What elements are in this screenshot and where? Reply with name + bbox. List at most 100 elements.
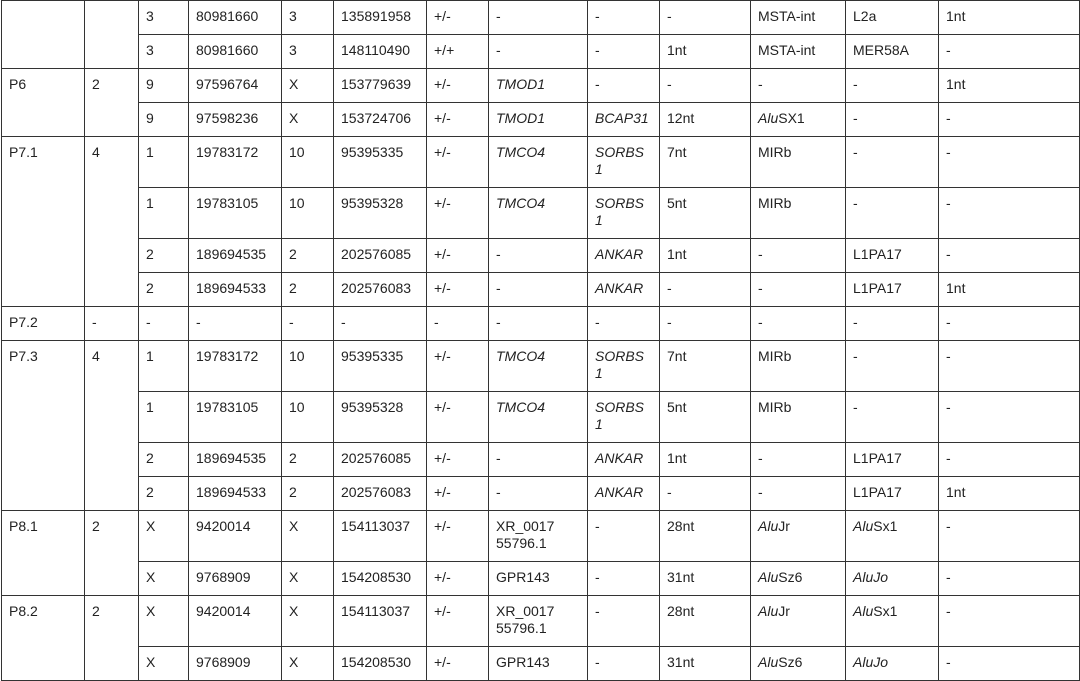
cell-text: 153724706: [341, 110, 412, 126]
table-cell: AluJr: [750, 595, 846, 647]
table-cell: SORBS1: [587, 187, 660, 239]
cell-text: -: [595, 518, 600, 534]
cell-text: +/+: [434, 42, 455, 58]
table-cell: 202576083: [333, 272, 427, 307]
cell-text: -: [496, 314, 501, 330]
table-cell: -: [938, 102, 1080, 137]
cell-text: +/-: [434, 654, 451, 670]
cell-text: MIRb: [758, 399, 792, 415]
table-cell: X: [138, 646, 189, 681]
cell-text: 1nt: [946, 76, 966, 92]
table-cell: 7nt: [659, 340, 751, 392]
cell-text: 12nt: [667, 110, 695, 126]
table-cell: 1nt: [938, 0, 1080, 35]
table-cell: -: [938, 187, 1080, 239]
table-cell: 31nt: [659, 561, 751, 596]
table-cell: ANKAR: [587, 442, 660, 477]
count-cell: -: [84, 306, 139, 341]
table-cell: -: [281, 306, 334, 341]
table-row: P7.1 4 1 19783172 10 95395335 +/- TMCO4 SORBS1 7n…: [1, 136, 1080, 307]
cell-text: 7nt: [667, 348, 687, 364]
table-cell: -: [750, 476, 846, 511]
table-cell: AluSz6: [750, 561, 846, 596]
cell-text: -: [595, 8, 600, 24]
cell-text: 97596764: [196, 76, 259, 92]
italic-segment: SORBS1: [595, 399, 645, 432]
table-cell: SORBS1: [587, 391, 660, 443]
table-cell: 202576085: [333, 238, 427, 273]
text-segment: SX1: [778, 110, 805, 126]
cell-text: -: [758, 484, 763, 500]
table-cell: 1: [138, 340, 189, 392]
cell-text: 9: [146, 110, 154, 126]
table-cell: +/-: [426, 0, 489, 35]
cell-text: -: [758, 314, 763, 330]
table-cell: 2: [138, 442, 189, 477]
cell-text: -: [946, 110, 951, 126]
table-cell: 189694535: [188, 442, 282, 477]
text-segment: Jr: [778, 518, 790, 534]
text-segment: Sz6: [778, 654, 803, 670]
cell-text: 154208530: [341, 569, 412, 585]
table-cell: 28nt: [659, 595, 751, 647]
cell-text: 1: [146, 144, 154, 160]
table-cell: -: [488, 306, 588, 341]
cell-text: 3: [146, 8, 154, 24]
table-cell: 97596764: [188, 68, 282, 103]
table-cell: ANKAR: [587, 238, 660, 273]
table-cell: XR_001755796.1: [488, 510, 588, 562]
table-cell: MER58A: [845, 34, 939, 69]
table-cell: -: [845, 340, 939, 392]
cell-text: 7nt: [667, 144, 687, 160]
cell-text: MSTA-int: [758, 8, 816, 24]
table-cell: ANKAR: [587, 476, 660, 511]
table-cell: 189694535: [188, 238, 282, 273]
cell-text: 5nt: [667, 195, 687, 211]
cell-text: -: [496, 280, 501, 296]
cell-text: MER58A: [853, 42, 910, 58]
table-cell: 9: [138, 68, 189, 103]
table-cell: -: [938, 306, 1080, 341]
italic-segment: ANKAR: [595, 450, 644, 466]
cell-text: -: [853, 144, 858, 160]
italic-segment: TMCO4: [496, 399, 545, 415]
cell-text: AluJo: [853, 654, 888, 671]
patient-cell: P7.3: [1, 340, 85, 511]
table-cell: X: [281, 646, 334, 681]
italic-segment: TMOD1: [496, 76, 545, 92]
cell-text: -: [946, 195, 951, 211]
table-cell: 2: [138, 476, 189, 511]
cell-text: +/-: [434, 246, 451, 262]
table-cell: -: [845, 391, 939, 443]
cell-text: AluJr: [758, 518, 790, 535]
table-cell: 95395328: [333, 187, 427, 239]
table-cell: -: [938, 561, 1080, 596]
cell-text: -: [595, 76, 600, 92]
cell-text: -: [946, 399, 951, 415]
patient-cell: [1, 0, 85, 69]
table-cell: 10: [281, 136, 334, 188]
table-cell: -: [938, 238, 1080, 273]
cell-text: -: [853, 314, 858, 330]
cell-text: 3: [289, 42, 297, 58]
cell-text: 153779639: [341, 76, 412, 92]
cell-text: 1nt: [667, 246, 687, 262]
cell-text: ANKAR: [595, 246, 643, 263]
table-cell: -: [659, 306, 751, 341]
table-cell: 1: [138, 391, 189, 443]
table-cell: AluSx1: [845, 510, 939, 562]
table-cell: -: [845, 187, 939, 239]
cell-text: X: [289, 569, 299, 585]
cell-text: -: [946, 314, 951, 330]
cell-text: XR_001755796.1: [496, 603, 555, 636]
table-cell: -: [659, 68, 751, 103]
table-cell: -: [426, 306, 489, 341]
patient-cell: P8.2: [1, 595, 85, 681]
table-row: 9 97598236 X 153724706 +/- TMOD1 BCAP31 12nt Alu…: [2, 102, 1080, 137]
table-cell: 7nt: [659, 136, 751, 188]
text-segment: Sx1: [873, 518, 898, 534]
cell-text: +/-: [434, 8, 451, 24]
cell-text: -: [758, 280, 763, 296]
cell-text: 10: [289, 144, 305, 160]
table-cell: 2: [281, 442, 334, 477]
